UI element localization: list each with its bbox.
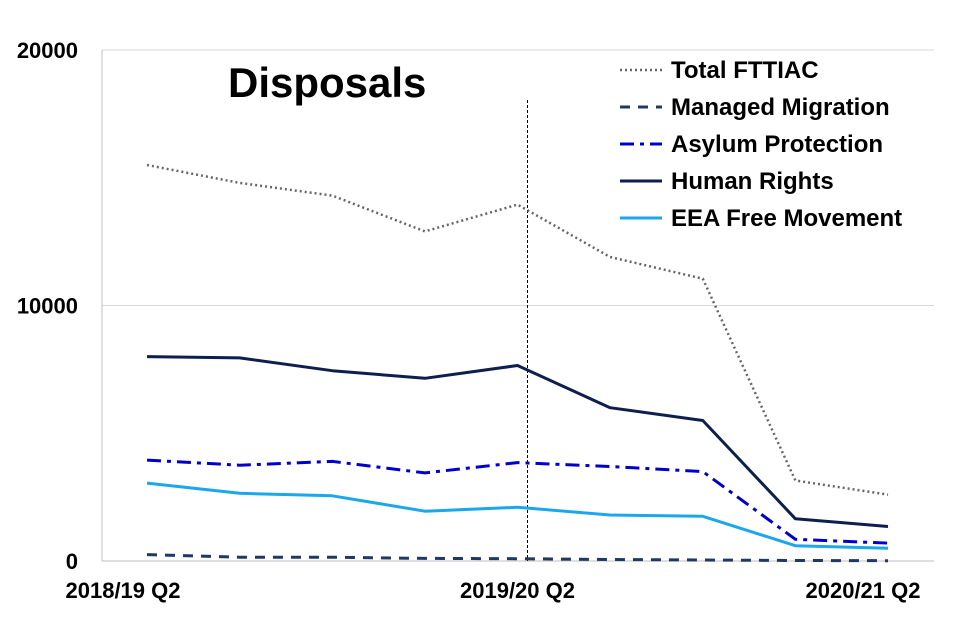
series-lines xyxy=(146,163,889,563)
legend-label: Human Rights xyxy=(671,168,834,195)
chart-title: Disposals xyxy=(228,59,426,106)
series-line-managed-migration xyxy=(146,553,889,563)
x-tick-label: 2018/19 Q2 xyxy=(66,578,181,603)
gridlines xyxy=(102,49,934,306)
x-tick-labels: 2018/19 Q2 2019/20 Q2 2020/21 Q2 xyxy=(66,578,921,603)
x-tick-label: 2020/21 Q2 xyxy=(806,578,921,603)
y-tick-label: 0 xyxy=(66,549,78,574)
y-tick-labels: 0 10000 20000 xyxy=(17,38,78,574)
legend-label: Asylum Protection xyxy=(671,131,883,158)
series-line-human-rights xyxy=(146,355,889,528)
x-tick-label: 2019/20 Q2 xyxy=(460,578,575,603)
legend-entry: Total FTTIAC xyxy=(620,57,819,84)
series-line-asylum-protection xyxy=(146,458,889,545)
legend-entry: Human Rights xyxy=(620,168,834,195)
legend-entry: EEA Free Movement xyxy=(620,205,902,232)
legend-entry: Asylum Protection xyxy=(620,131,883,158)
y-tick-label: 20000 xyxy=(17,38,78,63)
legend-label: Managed Migration xyxy=(671,94,890,121)
legend: Total FTTIAC Managed Migration Asylum Prot… xyxy=(620,57,902,232)
legend-label: Total FTTIAC xyxy=(671,57,819,84)
legend-entry: Managed Migration xyxy=(620,94,890,121)
series-line-total-fttiac xyxy=(146,163,889,496)
y-tick-label: 10000 xyxy=(17,294,78,319)
series-line-eea-free-movement xyxy=(146,481,889,550)
legend-label: EEA Free Movement xyxy=(671,205,902,232)
